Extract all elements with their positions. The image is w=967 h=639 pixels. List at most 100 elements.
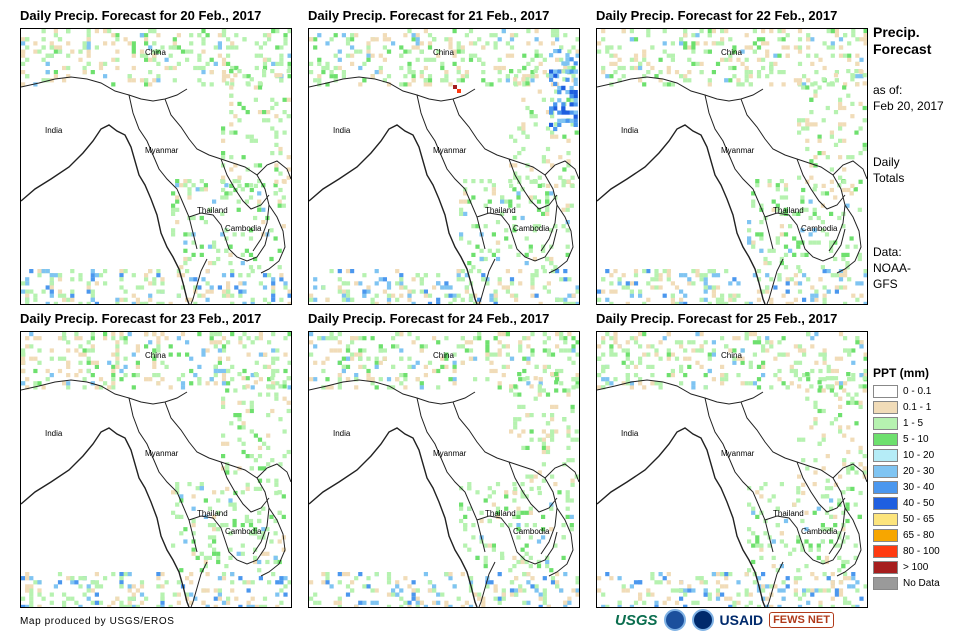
precip-cell <box>854 421 859 426</box>
precip-cell <box>699 348 704 353</box>
precip-cell <box>841 490 846 495</box>
precip-cell <box>432 584 437 589</box>
precip-cell <box>789 364 794 369</box>
precip-cell <box>691 45 696 50</box>
precip-cell <box>221 373 227 378</box>
precip-cell <box>258 336 263 341</box>
precip-cell <box>232 523 237 528</box>
precip-cell <box>812 240 817 245</box>
precip-cell <box>858 400 863 405</box>
precip-cell <box>629 57 634 62</box>
country-label-cambodia: Cambodia <box>801 224 838 233</box>
precip-cell <box>228 547 233 552</box>
precip-cell <box>282 130 287 135</box>
precip-cell <box>838 122 843 127</box>
precip-cell <box>642 332 647 337</box>
precip-cell <box>629 37 634 42</box>
precip-cell <box>559 381 564 386</box>
precip-cell <box>487 179 492 184</box>
precip-cell <box>485 82 490 87</box>
precip-cell <box>728 572 733 577</box>
precip-cell <box>858 490 863 496</box>
precip-cell <box>230 572 235 577</box>
precip-cell <box>448 41 453 46</box>
precip-cell <box>625 364 630 369</box>
precip-cell <box>119 336 124 341</box>
precip-cell <box>399 277 404 282</box>
precip-cell <box>456 78 461 83</box>
precip-cell <box>554 183 559 188</box>
precip-cell <box>763 261 768 266</box>
precip-cell <box>769 277 774 282</box>
precip-cell <box>830 596 835 601</box>
precip-cell <box>826 289 831 294</box>
precip-cell <box>674 70 680 75</box>
precip-cell <box>66 297 71 302</box>
precip-cell <box>193 373 198 378</box>
precip-cell <box>21 596 26 601</box>
precip-cell <box>822 348 827 353</box>
precip-cell <box>658 340 663 345</box>
precip-cell <box>337 385 342 390</box>
precip-cell <box>152 78 157 83</box>
precip-cell <box>797 81 802 86</box>
precip-cell <box>845 252 850 257</box>
precip-cell <box>189 33 194 38</box>
precip-cell <box>695 41 700 46</box>
precip-cell <box>526 344 531 349</box>
precip-cell <box>771 207 776 212</box>
precip-cell <box>553 265 558 270</box>
precip-cell <box>829 506 834 511</box>
precip-cell <box>859 293 864 298</box>
precip-cell <box>759 486 764 491</box>
precip-cell <box>838 332 844 337</box>
precip-cell <box>464 273 469 278</box>
precip-cell <box>854 392 859 397</box>
precip-cell <box>248 195 254 200</box>
precip-cell <box>529 486 534 491</box>
precip-cell <box>135 348 140 353</box>
precip-cell <box>78 336 83 341</box>
precip-cell <box>279 61 284 66</box>
country-label-thailand: Thailand <box>485 509 516 518</box>
precip-cell <box>415 37 420 42</box>
precip-cell <box>617 576 622 581</box>
precip-cell <box>86 301 91 304</box>
precip-cell <box>337 348 342 353</box>
precip-cell <box>509 53 515 58</box>
precip-cell <box>144 332 149 337</box>
precip-cell <box>148 45 153 50</box>
precip-cell <box>829 388 834 393</box>
precip-cell <box>279 53 284 58</box>
precip-cell <box>341 70 346 75</box>
precip-cell <box>183 261 188 266</box>
precip-cell <box>191 547 196 552</box>
precip-cell <box>213 596 218 601</box>
precip-cell <box>139 78 145 83</box>
precip-cell <box>744 57 749 62</box>
precip-cell <box>538 377 543 382</box>
precip-cell <box>144 53 149 58</box>
precip-cell <box>228 555 233 560</box>
precip-cell <box>720 592 725 597</box>
precip-cell <box>391 336 396 341</box>
precip-cell <box>25 45 30 50</box>
precip-cell <box>436 297 441 302</box>
precip-cell <box>541 413 546 418</box>
precip-cell <box>225 486 230 491</box>
precip-cell <box>756 385 762 390</box>
precip-cell <box>545 199 550 204</box>
precip-cell <box>258 352 263 357</box>
precip-cell <box>763 531 768 536</box>
precip-cell <box>761 41 766 46</box>
precip-cell <box>123 572 128 577</box>
precip-cell <box>526 41 531 46</box>
precip-cell <box>152 281 157 286</box>
precip-cell <box>317 61 322 66</box>
precip-cell <box>444 572 449 577</box>
precip-cell <box>281 547 286 552</box>
precip-cell <box>530 332 535 337</box>
precip-cell <box>769 604 774 607</box>
precip-cell <box>707 596 712 601</box>
